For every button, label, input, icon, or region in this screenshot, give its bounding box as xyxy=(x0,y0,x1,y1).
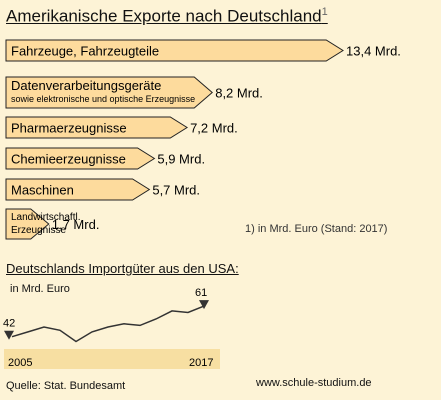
bar-value-label: 1,7 Mrd. xyxy=(52,217,100,232)
import-line xyxy=(11,305,205,343)
import-line-chart: 2005 2017 42 61 xyxy=(3,287,220,369)
chart-title: Amerikanische Exporte nach Deutschland1 xyxy=(6,6,328,26)
bar-sublabel: sowie elektronische und optische Erzeugn… xyxy=(11,94,195,104)
bar-label: Landwirtschaftl. xyxy=(11,212,80,223)
bar-label: Fahrzeuge, Fahrzeugteile xyxy=(11,44,159,59)
source-label: Quelle: Stat. Bundesamt xyxy=(6,380,126,392)
bar-row: Pharmaerzeugnisse 7,2 Mrd. xyxy=(5,116,238,139)
export-bar-chart: Fahrzeuge, Fahrzeugteile 13,4 Mrd. Datenve… xyxy=(5,39,401,240)
x-end-label: 2017 xyxy=(189,357,213,369)
end-value-label: 61 xyxy=(195,287,207,299)
bar-value-label: 5,9 Mrd. xyxy=(157,152,205,167)
bar-label: Datenverarbeitungsgeräte xyxy=(11,78,161,93)
bar-label: Maschinen xyxy=(11,183,74,198)
start-marker xyxy=(4,330,14,340)
bar-value-label: 5,7 Mrd. xyxy=(152,183,200,198)
line-chart-unit: in Mrd. Euro xyxy=(10,283,70,295)
bar-arrow xyxy=(5,208,50,240)
bar-value-label: 7,2 Mrd. xyxy=(190,121,238,136)
website-label: www.schule-studium.de xyxy=(256,377,372,389)
bar-arrow xyxy=(5,178,151,201)
bar-value-label: 8,2 Mrd. xyxy=(215,86,263,101)
bar-sublabel: Erzeugnisse xyxy=(11,225,66,236)
bar-label: Pharmaerzeugnisse xyxy=(11,121,127,136)
bar-label: Chemieerzeugnisse xyxy=(11,152,126,167)
x-start-label: 2005 xyxy=(8,357,32,369)
bar-row: Maschinen 5,7 Mrd. xyxy=(5,178,200,201)
start-value-label: 42 xyxy=(3,318,15,330)
year-band xyxy=(4,349,220,369)
title-footnote-marker: 1 xyxy=(321,6,328,18)
bar-value-label: 13,4 Mrd. xyxy=(346,44,401,59)
bar-row: Fahrzeuge, Fahrzeugteile 13,4 Mrd. xyxy=(5,39,401,62)
end-marker xyxy=(199,300,209,310)
bar-arrow xyxy=(5,147,156,170)
footnote: 1) in Mrd. Euro (Stand: 2017) xyxy=(245,223,388,235)
bar-arrow xyxy=(5,116,189,139)
line-chart-title: Deutschlands Importgüter aus den USA: xyxy=(6,261,239,276)
bar-arrow xyxy=(5,39,344,62)
bar-row: Chemieerzeugnisse 5,9 Mrd. xyxy=(5,147,205,170)
bar-arrow xyxy=(5,76,213,109)
